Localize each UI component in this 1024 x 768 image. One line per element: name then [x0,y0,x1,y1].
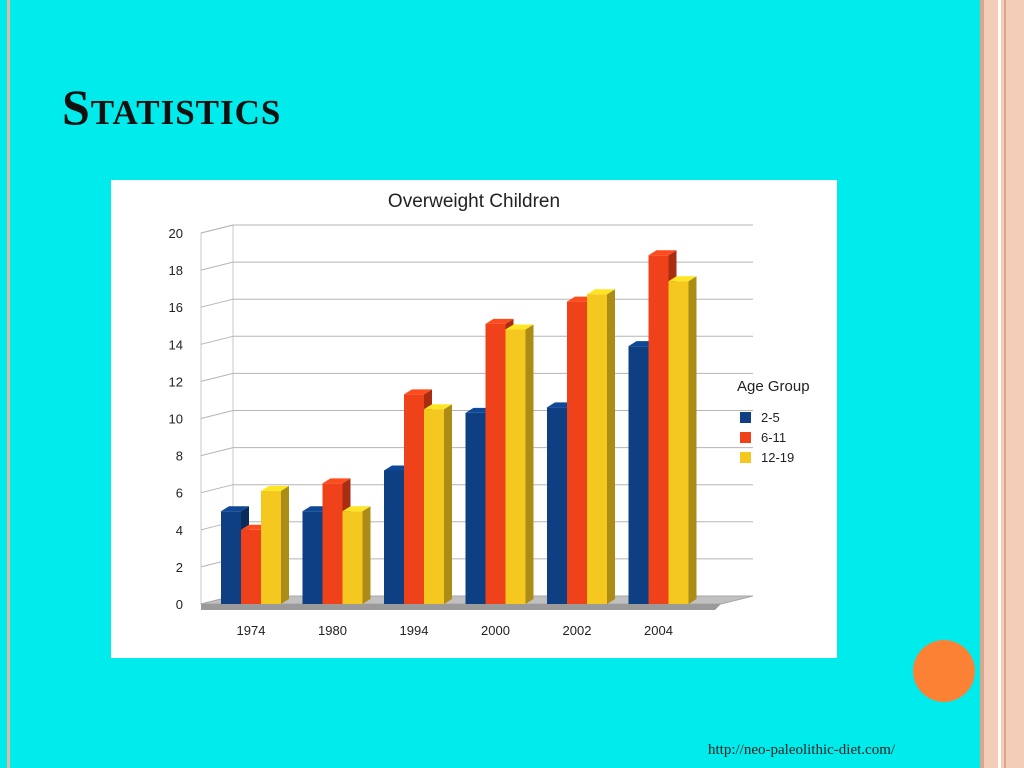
bar-front [587,294,607,604]
bar-top [342,506,371,512]
slide-title: Statistics [62,79,282,135]
legend-label: 6-11 [761,430,786,445]
gridline [200,298,234,308]
x-tick-label: 1994 [400,623,429,638]
legend-title: Age Group [737,378,810,395]
bar [587,289,615,604]
bar-front [342,511,363,604]
bar-front [241,529,261,604]
y-tick-label: 0 [176,597,183,612]
bar [668,276,697,604]
bar-top [587,289,615,295]
bar-side [362,506,371,604]
bar-side [444,404,452,604]
bar-top [261,485,289,491]
bar-front [668,281,689,604]
gridline [200,335,234,345]
x-tick-label: 1974 [237,623,266,638]
y-tick-label: 10 [169,412,183,427]
bar-top [505,324,534,330]
x-tick-label: 2000 [481,623,510,638]
y-tick-label: 2 [176,560,183,575]
bar-top [221,506,249,512]
y-tick-label: 12 [169,374,183,389]
y-tick-label: 18 [169,263,183,278]
chart-title: Overweight Children [388,191,560,212]
left-border [0,0,10,768]
bar-top [485,318,514,324]
right-border [980,0,1024,768]
bar-top [668,276,697,282]
gridline [200,261,234,271]
y-tick-label: 4 [176,523,183,538]
bar-front [648,255,669,604]
gridline [200,410,234,419]
y-tick-label: 8 [176,449,183,464]
bar-front [567,301,587,604]
bar-front [322,483,343,604]
bar-front [465,412,486,604]
x-tick-label: 1980 [318,623,347,638]
bar-front [404,394,424,604]
bar-front [424,409,444,604]
legend-label: 2-5 [761,410,780,425]
gridline [200,447,234,457]
bar-front [261,490,281,604]
x-tick-label: 2002 [563,623,592,638]
bar-side [525,324,534,604]
legend-swatch [740,412,751,423]
bar-top [322,478,351,484]
bar [261,485,289,604]
gridline [200,224,234,234]
bar [424,404,452,604]
bar-side [281,485,289,604]
bar-front [628,346,649,604]
bar-front [384,470,404,604]
y-tick-label: 14 [169,337,183,352]
bar-top [648,250,677,256]
gridline [200,372,234,382]
decorative-circle [913,640,975,702]
bar-top [404,389,432,395]
right-border-line [1004,0,1006,768]
legend-swatch [740,432,751,443]
source-link[interactable]: http://neo-paleolithic-diet.com/ [708,742,896,758]
bar [342,506,371,604]
chart-panel: 0 2 4 6 8 10 12 14 16 18 20 1974 1980 1994 2000 2002 200… [111,180,837,658]
bar-front [485,323,506,604]
right-border-line [998,0,1001,768]
bar-front [547,407,567,604]
y-tick-label: 6 [176,486,183,501]
y-tick-label: 20 [169,226,183,241]
bar-side [607,289,615,604]
x-tick-label: 2004 [644,623,673,638]
chart-floor-edge [201,604,721,610]
legend-swatch [740,452,751,463]
bar [505,324,534,604]
bar-chart: 0 2 4 6 8 10 12 14 16 18 20 1974 1980 1994 2000 2002 200… [169,191,810,638]
bar-front [505,329,526,604]
bar-side [688,276,697,604]
right-border-line [980,0,984,768]
legend-label: 12-19 [761,450,794,465]
bar-front [302,511,323,604]
bar-front [221,511,241,604]
y-tick-label: 16 [169,300,183,315]
gridline [200,484,234,494]
bar-top [424,404,452,410]
